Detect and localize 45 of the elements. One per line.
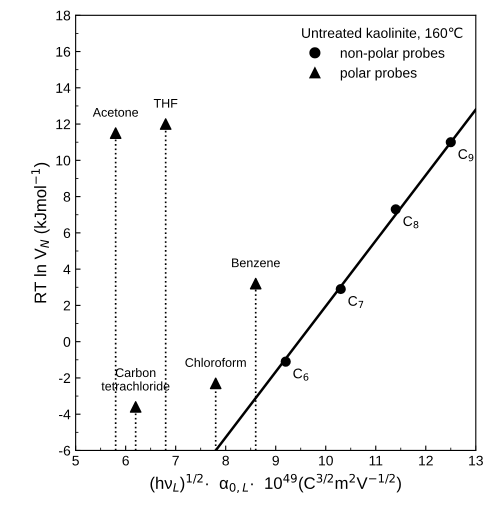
point xyxy=(110,127,122,139)
x-tick-label: 7 xyxy=(172,456,179,466)
point xyxy=(160,118,172,130)
annotation: Carbon tetrachloride xyxy=(101,368,170,391)
y-tick-label: 12 xyxy=(56,119,70,130)
x-tick-label: 5 xyxy=(72,456,79,466)
annotation: Chloroform xyxy=(185,358,246,368)
annotation: C$_{7}$ xyxy=(348,296,364,308)
point xyxy=(280,356,291,367)
annotation: C$_{6}$ xyxy=(293,368,308,381)
annotation: Benzene xyxy=(232,258,280,268)
annotation: C$_{9}$ xyxy=(458,149,474,162)
annotation: THF xyxy=(154,98,178,108)
y-tick-label: 16 xyxy=(56,46,70,57)
y-tick-label: 0 xyxy=(64,337,70,347)
x-tick-label: 6 xyxy=(122,456,129,466)
y-tick-label: 2 xyxy=(64,300,70,310)
x-tick-label: 8 xyxy=(222,456,229,466)
y-tick-label: -6 xyxy=(59,446,70,456)
point xyxy=(446,137,456,148)
annotation: C$_{8}$ xyxy=(403,216,418,228)
x-tick-label: 13 xyxy=(469,456,483,466)
y-tick-label: 14 xyxy=(56,83,70,93)
y-tick-label: 18 xyxy=(56,10,70,20)
point xyxy=(250,278,262,290)
legend-title: Untreated kaolinite, 160℃ xyxy=(302,28,462,40)
point xyxy=(130,401,142,413)
y-tick-label: -4 xyxy=(59,410,70,420)
point xyxy=(336,284,346,294)
legend-label: polar probes xyxy=(340,68,417,80)
y-tick-label: 4 xyxy=(63,264,70,274)
y-axis-title: RT ln V$_{N}$ (kJmol$^{−1}$) xyxy=(31,162,50,302)
annotation: Acetone xyxy=(92,108,138,117)
x-tick-label: 12 xyxy=(419,456,433,466)
point xyxy=(210,378,222,390)
x-tick-label: 10 xyxy=(319,456,333,466)
point xyxy=(390,204,401,214)
y-tick-label: 10 xyxy=(56,156,70,166)
y-tick-label: 6 xyxy=(64,228,70,238)
legend-label: non-polar probes xyxy=(340,48,444,61)
y-tick-label: 8 xyxy=(64,192,70,202)
y-tick-label: -2 xyxy=(59,373,70,383)
x-tick-label: 11 xyxy=(370,456,382,466)
x-tick-label: 9 xyxy=(272,456,279,466)
text: (hν$_{L}$)$^{1/2}$· α$_{0,L}$· 10$^{49}$(C$^{3/2}$m$^{2}$V$^{−1/2}$) xyxy=(150,474,401,493)
